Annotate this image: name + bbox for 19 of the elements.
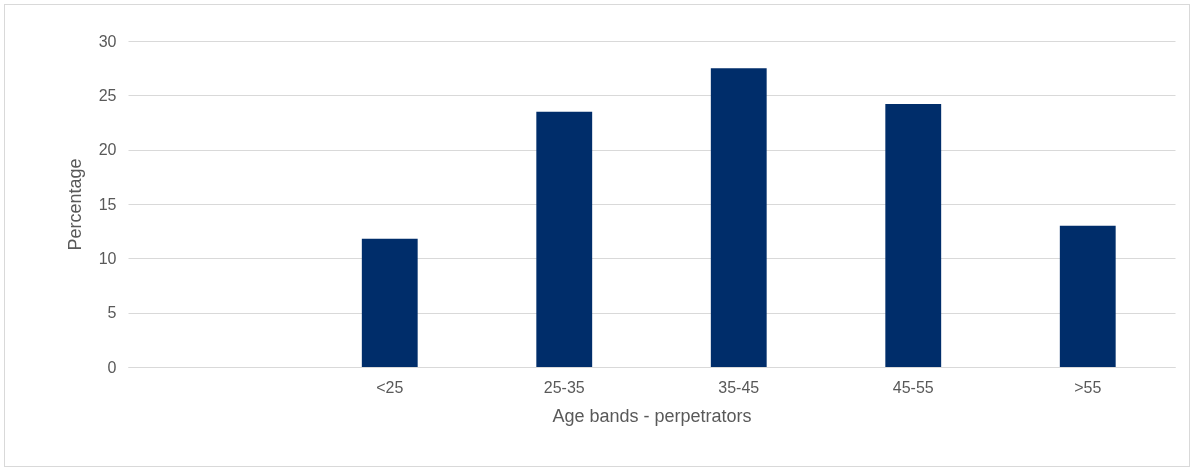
bar xyxy=(361,238,418,367)
x-axis-title: Age bands - perpetrators xyxy=(552,405,752,426)
y-tick-label: 15 xyxy=(98,195,117,213)
x-tick-label: 45-55 xyxy=(892,378,934,396)
y-tick-label: 30 xyxy=(98,32,117,50)
y-tick-label: 5 xyxy=(107,304,117,322)
bar xyxy=(536,111,593,367)
x-tick-label: 25-35 xyxy=(543,378,585,396)
bar xyxy=(710,68,767,367)
bar xyxy=(1059,225,1116,367)
x-tick-label: <25 xyxy=(376,378,404,396)
x-tick-label: >55 xyxy=(1074,378,1102,396)
y-tick-label: 0 xyxy=(107,358,117,376)
x-tick-label: 35-45 xyxy=(718,378,760,396)
y-tick-label: 10 xyxy=(98,249,117,267)
y-tick-label: 25 xyxy=(98,86,117,104)
bar xyxy=(885,104,942,367)
y-axis-title: Percentage xyxy=(64,158,85,251)
y-tick-label: 20 xyxy=(98,141,117,159)
